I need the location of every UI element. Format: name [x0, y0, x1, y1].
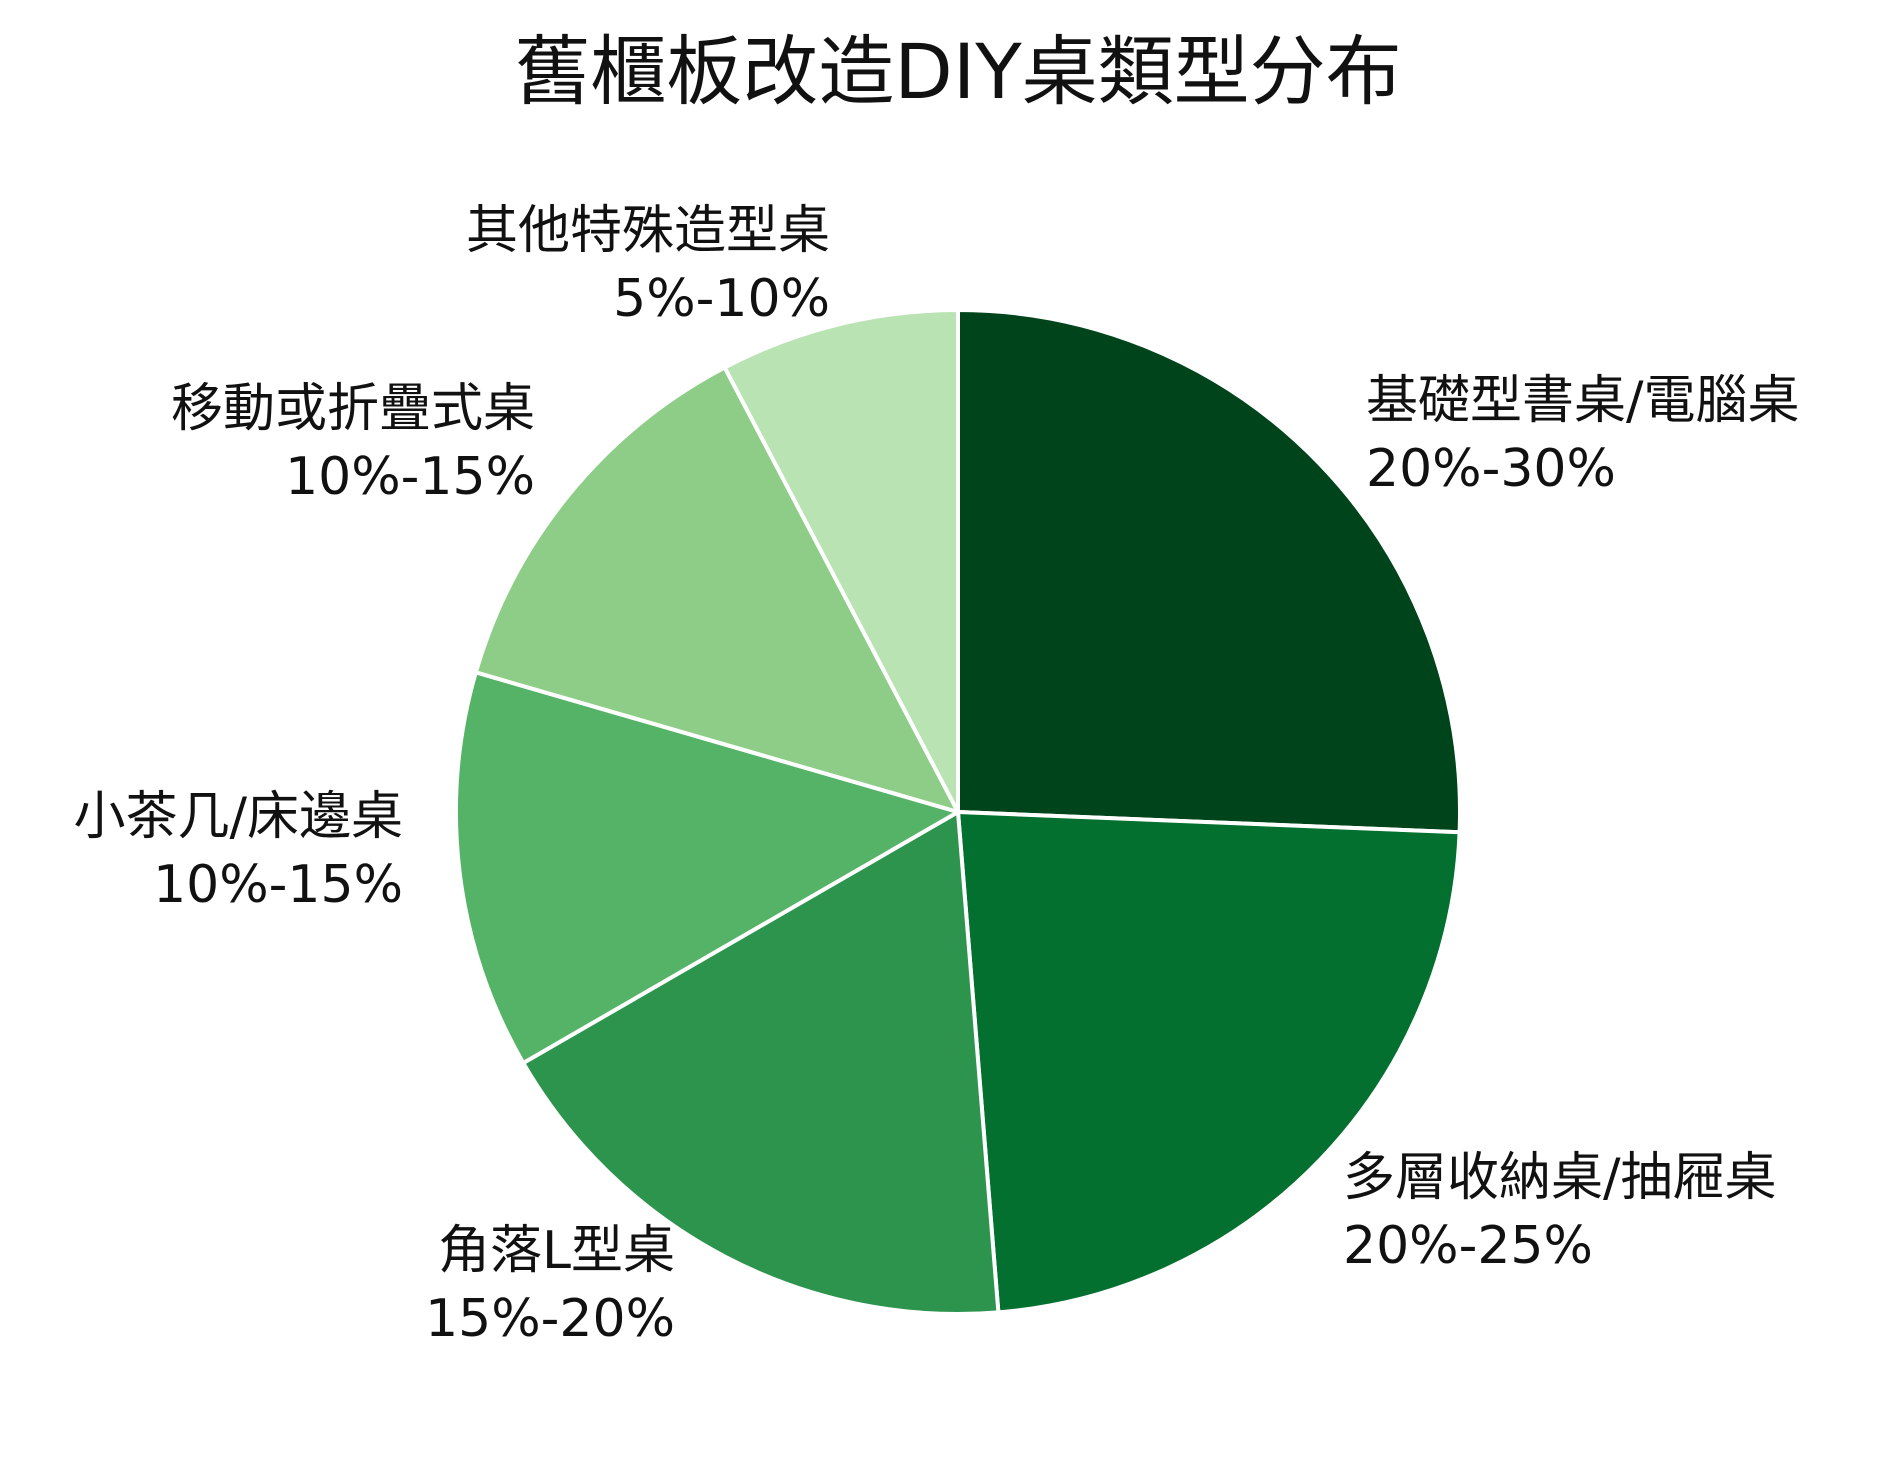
pie-slice-5 [473, 365, 960, 814]
slice-label-name-4: 小茶几/床邊桌 [73, 787, 403, 847]
slice-label-range-3: 15%-20% [425, 1289, 675, 1349]
pie-slice-4 [454, 670, 960, 1065]
slice-label-name-5: 移動或折疊式桌 [171, 379, 535, 439]
pie-slice-1 [956, 308, 1462, 835]
chart-title: 舊櫃板改造DIY桌類型分布 [514, 27, 1401, 116]
slice-label-range-2: 20%-25% [1343, 1216, 1593, 1276]
slice-label-range-4: 10%-15% [153, 855, 403, 915]
pie-slices [454, 308, 1462, 1316]
pie-labels: 基礎型書桌/電腦桌 20%-30% 多層收納桌/抽屜桌 20%-25% 角落L型桌 15%… [73, 201, 1799, 1349]
slice-label-range-6: 5%-10% [613, 269, 830, 329]
pie-slice-6 [722, 308, 960, 814]
slice-label-range-1: 20%-30% [1366, 439, 1616, 499]
slice-label-range-5: 10%-15% [285, 447, 535, 507]
slice-label-name-1: 基礎型書桌/電腦桌 [1366, 371, 1800, 431]
pie-slice-3 [521, 810, 1001, 1316]
slice-label-name-3: 角落L型桌 [438, 1221, 675, 1281]
slice-label-name-2: 多層收納桌/抽屜桌 [1343, 1148, 1777, 1208]
slice-label-name-6: 其他特殊造型桌 [466, 201, 830, 261]
pie-slice-2 [956, 810, 1462, 1315]
